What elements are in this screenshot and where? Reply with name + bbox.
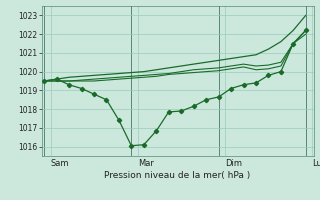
- X-axis label: Pression niveau de la mer( hPa ): Pression niveau de la mer( hPa ): [104, 171, 251, 180]
